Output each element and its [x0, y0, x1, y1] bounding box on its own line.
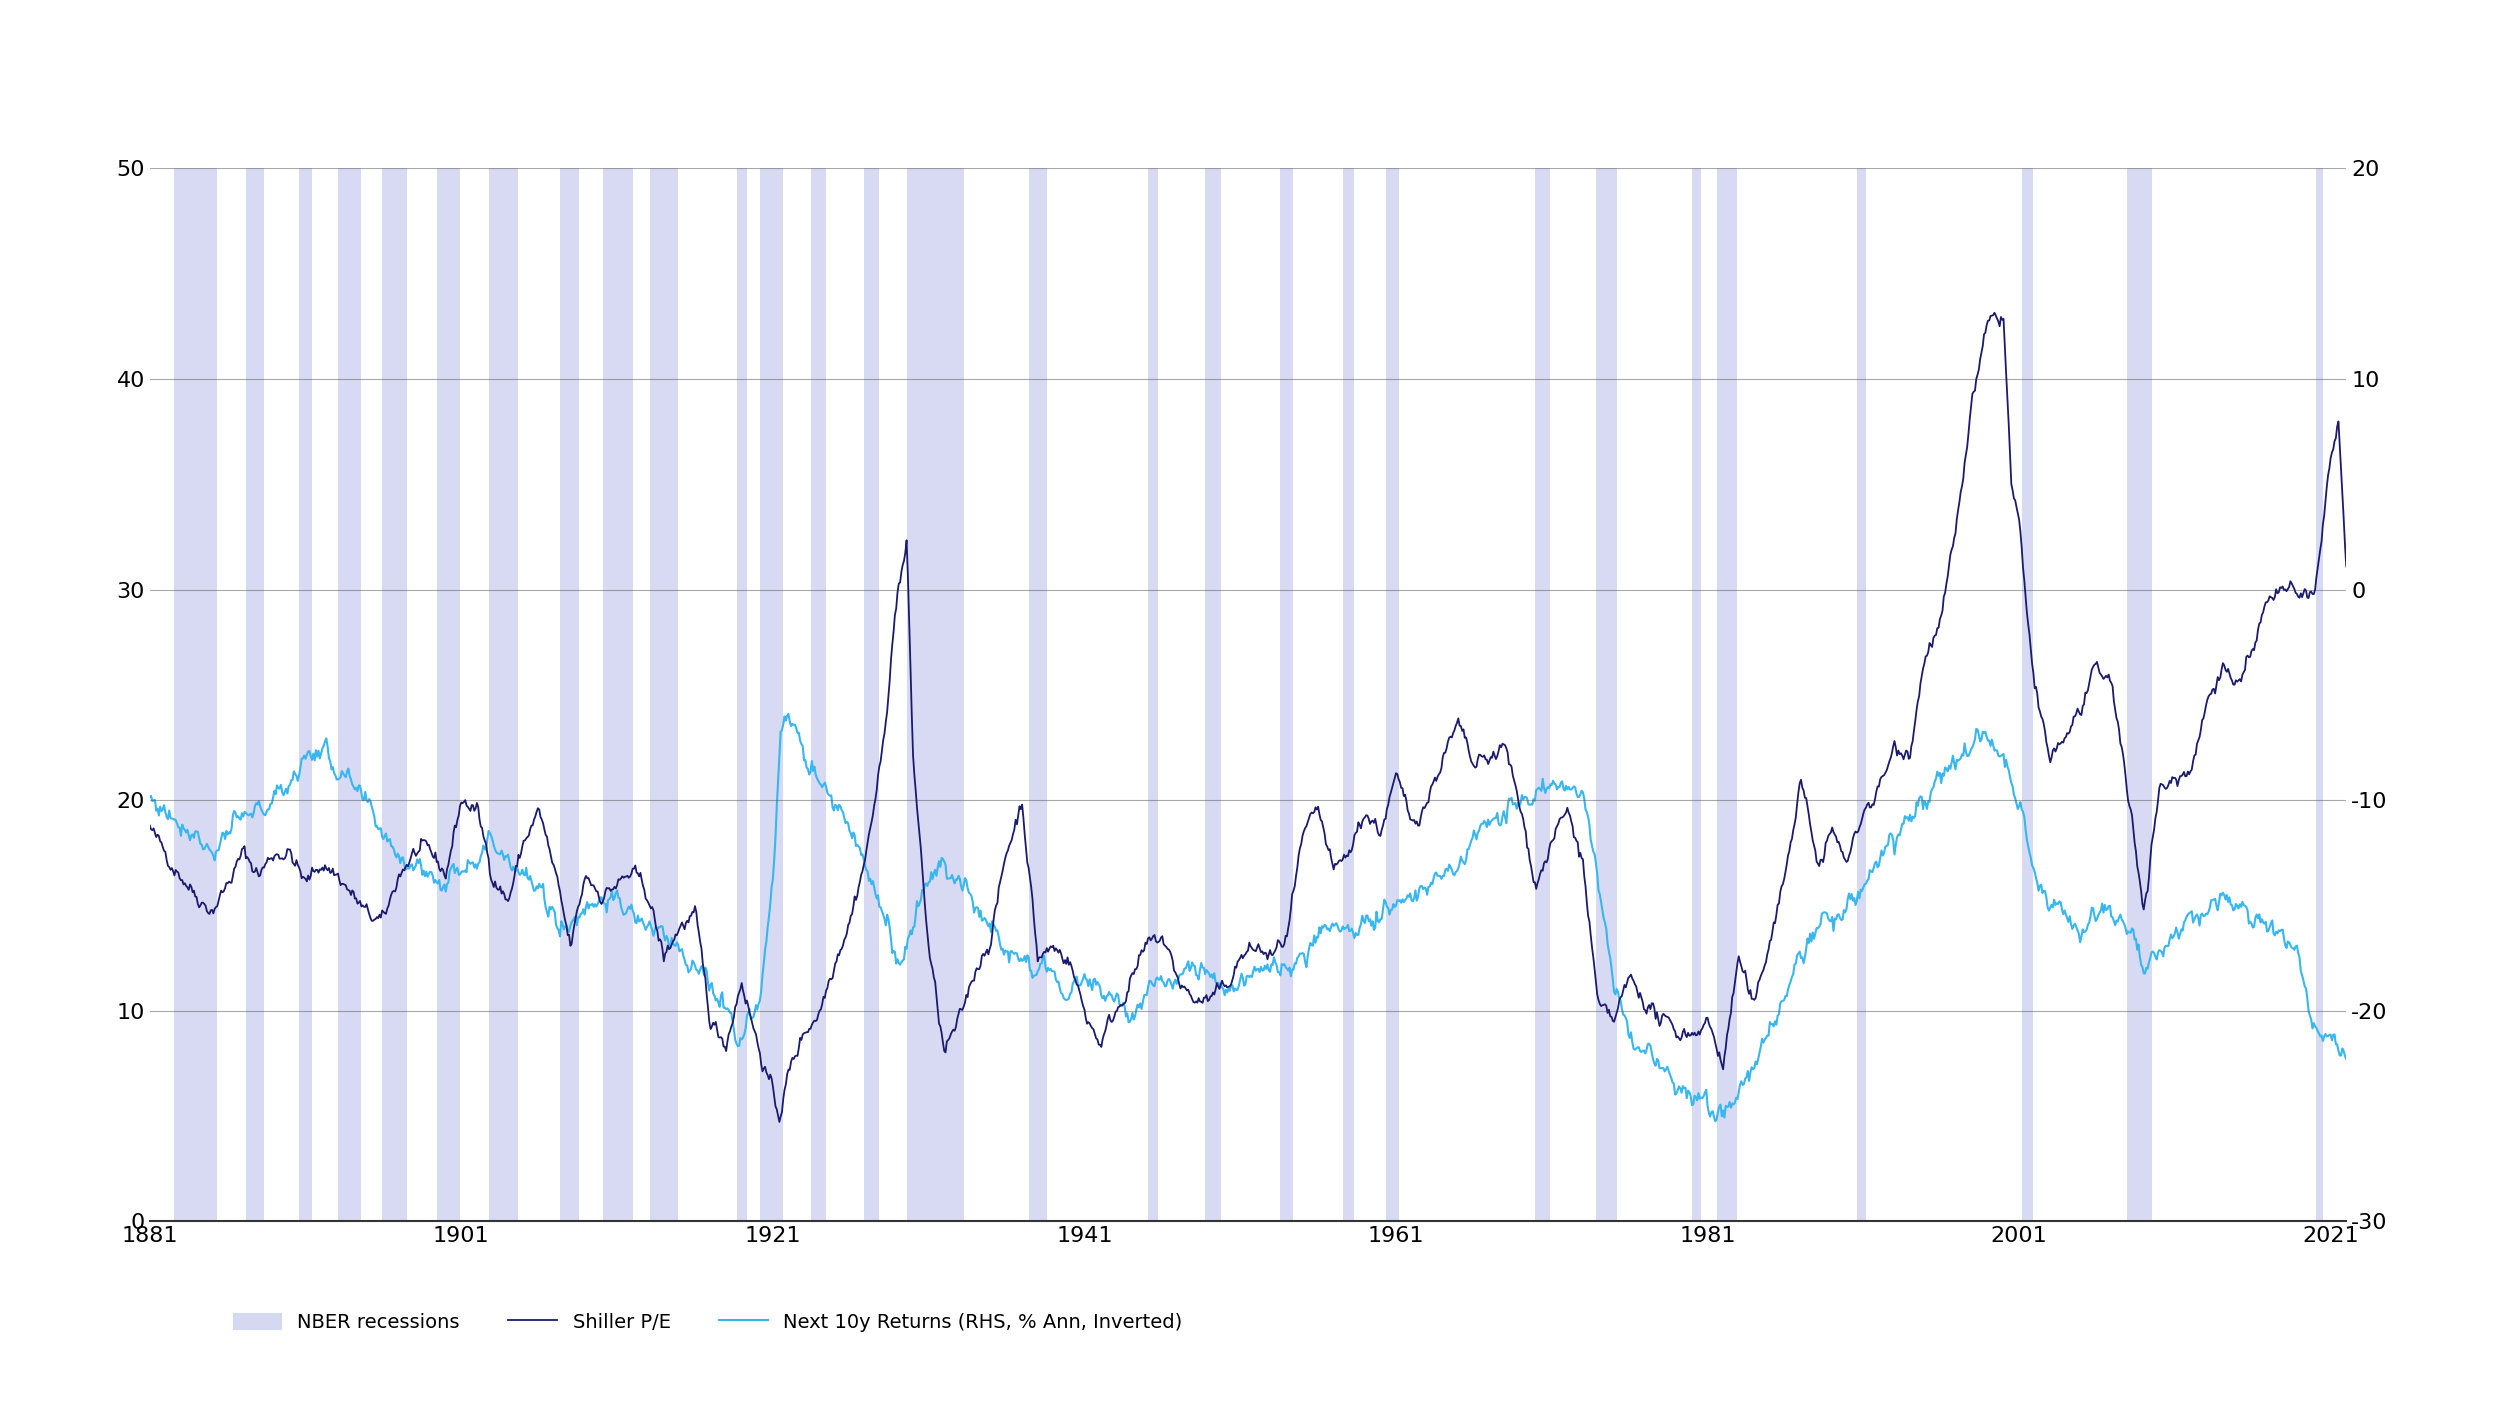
- Bar: [1535, 168, 1550, 1221]
- Bar: [1385, 168, 1398, 1221]
- Bar: [1148, 168, 1158, 1221]
- Next 10y Returns (RHS, % Ann, Inverted): [135, 789, 165, 806]
- Legend: NBER recessions, Shiller P/E, Next 10y Returns (RHS, % Ann, Inverted): NBER recessions, Shiller P/E, Next 10y R…: [225, 1304, 1191, 1339]
- Next 10y Returns (RHS, % Ann, Inverted): [2319, 1026, 2349, 1043]
- Bar: [559, 168, 579, 1221]
- Bar: [245, 168, 265, 1221]
- Next 10y Returns (RHS, % Ann, Inverted): [497, 859, 527, 876]
- Bar: [1280, 168, 1293, 1221]
- Bar: [759, 168, 784, 1221]
- Next 10y Returns (RHS, % Ann, Inverted): [237, 809, 267, 826]
- Bar: [649, 168, 679, 1221]
- Bar: [2127, 168, 2152, 1221]
- Shiller P/E: [704, 1029, 734, 1046]
- Bar: [300, 168, 312, 1221]
- Next 10y Returns (RHS, % Ann, Inverted): [2164, 925, 2194, 942]
- Bar: [864, 168, 879, 1221]
- Shiller P/E: [2334, 563, 2364, 580]
- Shiller P/E: [2319, 432, 2349, 449]
- Bar: [489, 168, 519, 1221]
- Bar: [736, 168, 746, 1221]
- Shiller P/E: [764, 1113, 794, 1130]
- Bar: [437, 168, 459, 1221]
- Bar: [1028, 168, 1046, 1221]
- Bar: [811, 168, 826, 1221]
- Shiller P/E: [497, 885, 527, 901]
- Bar: [604, 168, 631, 1221]
- Next 10y Returns (RHS, % Ann, Inverted): [1700, 1113, 1730, 1130]
- Shiller P/E: [1979, 305, 2009, 322]
- Bar: [175, 168, 217, 1221]
- Bar: [1857, 168, 1867, 1221]
- Next 10y Returns (RHS, % Ann, Inverted): [704, 994, 734, 1011]
- Bar: [1206, 168, 1221, 1221]
- Bar: [906, 168, 963, 1221]
- Shiller P/E: [237, 863, 267, 880]
- Bar: [337, 168, 362, 1221]
- Bar: [2022, 168, 2034, 1221]
- Bar: [382, 168, 407, 1221]
- Shiller P/E: [135, 817, 165, 834]
- Bar: [1595, 168, 1617, 1221]
- Bar: [1717, 168, 1737, 1221]
- Line: Next 10y Returns (RHS, % Ann, Inverted): Next 10y Returns (RHS, % Ann, Inverted): [150, 713, 2349, 1122]
- Next 10y Returns (RHS, % Ann, Inverted): [1807, 904, 1837, 921]
- Shiller P/E: [1807, 851, 1837, 868]
- Bar: [2316, 168, 2324, 1221]
- Shiller P/E: [2164, 768, 2194, 785]
- Line: Shiller P/E: Shiller P/E: [150, 313, 2349, 1122]
- Next 10y Returns (RHS, % Ann, Inverted): [774, 705, 804, 722]
- Bar: [1692, 168, 1702, 1221]
- Bar: [1343, 168, 1355, 1221]
- Next 10y Returns (RHS, % Ann, Inverted): [2334, 1047, 2364, 1064]
